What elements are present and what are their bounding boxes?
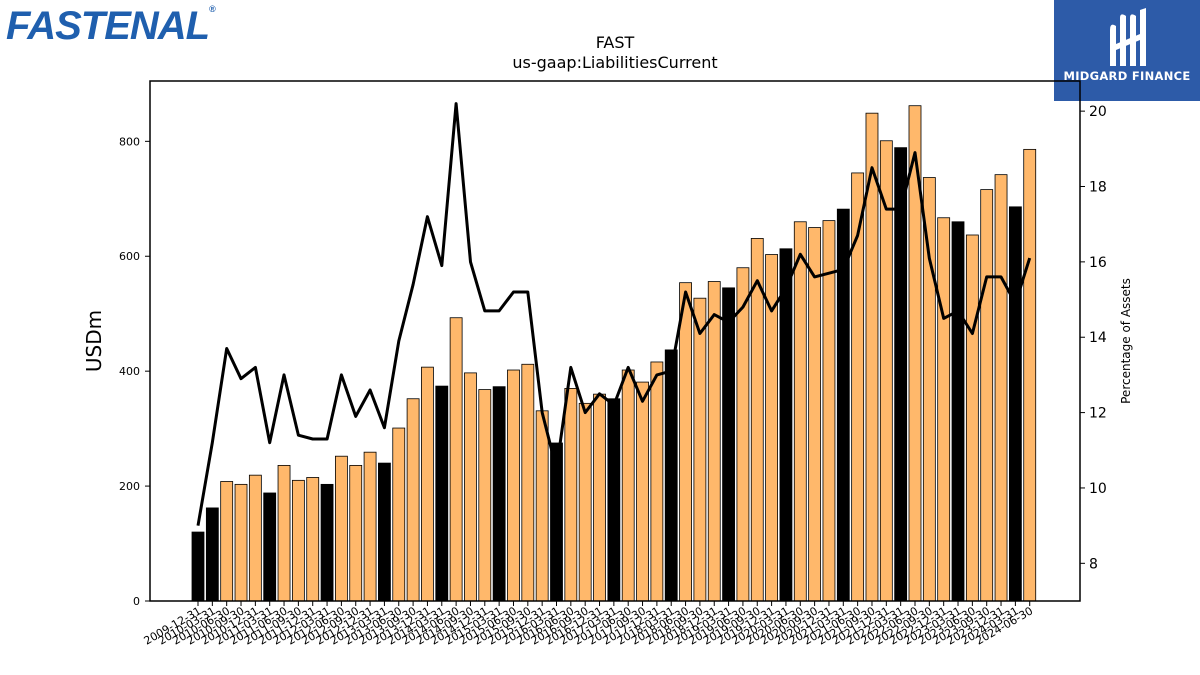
y-tick-label: 800 [119,135,140,148]
bar [363,451,377,602]
bar [621,369,635,602]
bar [693,297,707,602]
y2-tick-label: 10 [1089,481,1107,497]
bar [421,366,434,602]
y-axis-label: USDm [82,310,106,372]
bar [521,363,535,602]
bar [564,388,578,602]
bar [406,398,420,602]
y2-axis-label: Percentage of Assets [1119,278,1133,404]
midgard-finance-badge: MIDGARD FINANCE [1054,0,1200,101]
bar [449,317,463,602]
bar [650,361,664,602]
y2-tick-label: 20 [1089,104,1107,120]
bar [894,147,908,602]
bar [234,483,248,602]
bar [722,287,735,602]
bar [392,427,406,602]
bar [263,492,277,602]
bar [349,464,363,602]
bar [378,462,391,602]
bar [334,455,348,602]
bar [793,221,807,602]
bar [248,474,262,602]
badge-label: MIDGARD FINANCE [1063,69,1191,83]
bar [822,220,836,602]
y2-tick-label: 18 [1089,180,1107,196]
bar [320,483,334,602]
chart-subtitle: us-gaap:LiabilitiesCurrent [512,53,717,72]
bar [664,349,678,602]
bar [291,479,305,602]
chart-title: FAST [596,33,635,52]
y2-tick-label: 16 [1089,255,1107,271]
bar [736,267,750,602]
bar [191,531,205,602]
bar [492,386,506,602]
bar [535,410,549,602]
bar [1023,148,1037,602]
bar [1008,206,1022,602]
bar [808,227,822,602]
bar-group [191,105,1037,602]
bar [636,381,649,602]
bar [679,282,692,602]
y2-tick-label: 8 [1089,556,1098,572]
y-tick-label: 400 [119,365,140,378]
axis-ticks: 020040060080081012141618202009-12-312010… [119,104,1107,647]
bar [994,174,1008,602]
y2-tick-label: 12 [1089,406,1107,422]
line-series [196,102,1032,526]
plot-frame [149,80,1081,602]
bar [779,248,793,602]
bar [593,393,606,602]
fastenal-logo: FASTENAL® [6,4,216,48]
bar [922,177,936,602]
bar [464,372,477,602]
bar [578,402,592,602]
y2-tick-label: 14 [1089,330,1107,346]
bar [435,385,449,602]
y-tick-label: 0 [133,595,140,608]
bar [607,398,621,602]
y-tick-label: 200 [119,480,140,493]
bar [980,189,994,602]
bar [277,464,291,602]
bar [937,217,951,602]
bar [306,477,320,602]
bar [507,369,520,602]
bar [478,389,492,602]
bar [951,221,965,602]
bar [707,281,721,602]
y-tick-label: 600 [119,250,140,263]
bar [220,481,234,602]
bar [965,234,979,602]
midgard-logo-icon [1110,8,1146,67]
bar [205,507,219,602]
